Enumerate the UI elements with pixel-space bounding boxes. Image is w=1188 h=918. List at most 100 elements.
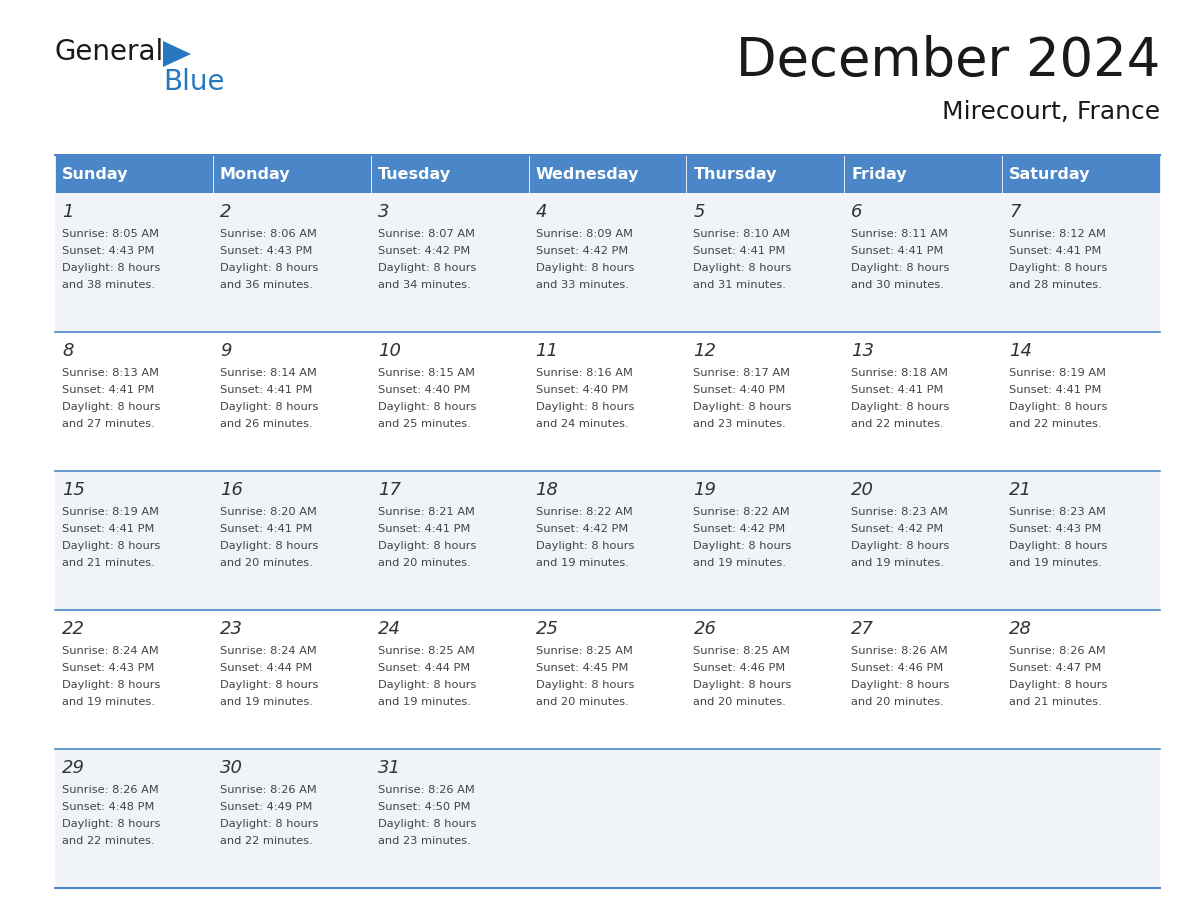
Text: and 20 minutes.: and 20 minutes.	[852, 697, 944, 707]
Text: and 31 minutes.: and 31 minutes.	[694, 280, 786, 290]
Text: Sunrise: 8:26 AM: Sunrise: 8:26 AM	[1009, 646, 1106, 656]
Text: and 28 minutes.: and 28 minutes.	[1009, 280, 1102, 290]
Text: Sunset: 4:42 PM: Sunset: 4:42 PM	[694, 524, 785, 534]
Text: 9: 9	[220, 342, 232, 360]
Text: 20: 20	[852, 481, 874, 499]
Text: Daylight: 8 hours: Daylight: 8 hours	[694, 263, 792, 273]
Text: Daylight: 8 hours: Daylight: 8 hours	[62, 819, 160, 829]
Text: General: General	[55, 38, 164, 66]
Text: Daylight: 8 hours: Daylight: 8 hours	[62, 402, 160, 412]
Text: Daylight: 8 hours: Daylight: 8 hours	[62, 263, 160, 273]
Text: Sunset: 4:43 PM: Sunset: 4:43 PM	[62, 246, 154, 256]
Text: Sunset: 4:40 PM: Sunset: 4:40 PM	[694, 385, 785, 395]
Text: Sunset: 4:41 PM: Sunset: 4:41 PM	[1009, 246, 1101, 256]
Text: Sunrise: 8:19 AM: Sunrise: 8:19 AM	[62, 507, 159, 517]
Text: Sunrise: 8:17 AM: Sunrise: 8:17 AM	[694, 368, 790, 378]
Polygon shape	[163, 41, 191, 67]
Text: 24: 24	[378, 620, 400, 638]
Text: Sunrise: 8:10 AM: Sunrise: 8:10 AM	[694, 229, 790, 239]
Text: and 22 minutes.: and 22 minutes.	[62, 836, 154, 846]
Text: Monday: Monday	[220, 166, 291, 182]
Text: Sunset: 4:41 PM: Sunset: 4:41 PM	[220, 524, 312, 534]
Text: Sunrise: 8:22 AM: Sunrise: 8:22 AM	[694, 507, 790, 517]
Text: and 20 minutes.: and 20 minutes.	[536, 697, 628, 707]
Text: 22: 22	[62, 620, 86, 638]
Text: and 24 minutes.: and 24 minutes.	[536, 419, 628, 429]
Text: Daylight: 8 hours: Daylight: 8 hours	[694, 541, 792, 551]
Bar	[371, 155, 529, 193]
Text: 30: 30	[220, 759, 242, 777]
Text: Sunrise: 8:09 AM: Sunrise: 8:09 AM	[536, 229, 632, 239]
Text: and 22 minutes.: and 22 minutes.	[852, 419, 944, 429]
Text: Daylight: 8 hours: Daylight: 8 hours	[852, 541, 949, 551]
Text: Daylight: 8 hours: Daylight: 8 hours	[220, 263, 318, 273]
Text: 17: 17	[378, 481, 400, 499]
Bar	[1003, 155, 1159, 193]
Text: Sunrise: 8:12 AM: Sunrise: 8:12 AM	[1009, 229, 1106, 239]
Text: and 20 minutes.: and 20 minutes.	[220, 558, 312, 568]
Text: Sunrise: 8:21 AM: Sunrise: 8:21 AM	[378, 507, 474, 517]
Bar	[55, 749, 1159, 888]
Text: Daylight: 8 hours: Daylight: 8 hours	[536, 263, 634, 273]
Text: Sunrise: 8:24 AM: Sunrise: 8:24 AM	[220, 646, 317, 656]
Text: 15: 15	[62, 481, 86, 499]
Text: 14: 14	[1009, 342, 1032, 360]
Text: and 36 minutes.: and 36 minutes.	[220, 280, 312, 290]
Text: 29: 29	[62, 759, 86, 777]
Text: Sunset: 4:45 PM: Sunset: 4:45 PM	[536, 663, 628, 673]
Text: and 21 minutes.: and 21 minutes.	[1009, 697, 1102, 707]
Text: and 19 minutes.: and 19 minutes.	[536, 558, 628, 568]
Text: Sunset: 4:42 PM: Sunset: 4:42 PM	[852, 524, 943, 534]
Text: Daylight: 8 hours: Daylight: 8 hours	[852, 680, 949, 690]
Text: Sunset: 4:43 PM: Sunset: 4:43 PM	[62, 663, 154, 673]
Text: Sunset: 4:41 PM: Sunset: 4:41 PM	[220, 385, 312, 395]
Text: and 22 minutes.: and 22 minutes.	[220, 836, 312, 846]
Text: Sunset: 4:42 PM: Sunset: 4:42 PM	[378, 246, 470, 256]
Text: Sunset: 4:43 PM: Sunset: 4:43 PM	[220, 246, 312, 256]
Text: Daylight: 8 hours: Daylight: 8 hours	[220, 541, 318, 551]
Text: Sunrise: 8:23 AM: Sunrise: 8:23 AM	[852, 507, 948, 517]
Text: and 20 minutes.: and 20 minutes.	[694, 697, 786, 707]
Bar	[55, 193, 1159, 332]
Text: Sunrise: 8:25 AM: Sunrise: 8:25 AM	[536, 646, 632, 656]
Text: Daylight: 8 hours: Daylight: 8 hours	[220, 680, 318, 690]
Text: Friday: Friday	[852, 166, 906, 182]
Text: Daylight: 8 hours: Daylight: 8 hours	[220, 819, 318, 829]
Text: and 34 minutes.: and 34 minutes.	[378, 280, 470, 290]
Text: Daylight: 8 hours: Daylight: 8 hours	[378, 819, 476, 829]
Text: and 27 minutes.: and 27 minutes.	[62, 419, 154, 429]
Text: Daylight: 8 hours: Daylight: 8 hours	[378, 680, 476, 690]
Text: Sunset: 4:41 PM: Sunset: 4:41 PM	[1009, 385, 1101, 395]
Text: Sunrise: 8:07 AM: Sunrise: 8:07 AM	[378, 229, 475, 239]
Text: Sunset: 4:46 PM: Sunset: 4:46 PM	[694, 663, 785, 673]
Text: and 22 minutes.: and 22 minutes.	[1009, 419, 1101, 429]
Text: 31: 31	[378, 759, 400, 777]
Text: 8: 8	[62, 342, 74, 360]
Text: and 19 minutes.: and 19 minutes.	[852, 558, 944, 568]
Text: 25: 25	[536, 620, 558, 638]
Bar	[55, 332, 1159, 471]
Text: Daylight: 8 hours: Daylight: 8 hours	[536, 541, 634, 551]
Text: and 19 minutes.: and 19 minutes.	[694, 558, 786, 568]
Text: Sunset: 4:40 PM: Sunset: 4:40 PM	[378, 385, 470, 395]
Text: 1: 1	[62, 203, 74, 221]
Text: Sunrise: 8:25 AM: Sunrise: 8:25 AM	[378, 646, 474, 656]
Text: Daylight: 8 hours: Daylight: 8 hours	[536, 402, 634, 412]
Text: Sunrise: 8:19 AM: Sunrise: 8:19 AM	[1009, 368, 1106, 378]
Text: Sunset: 4:41 PM: Sunset: 4:41 PM	[852, 385, 943, 395]
Text: Daylight: 8 hours: Daylight: 8 hours	[62, 541, 160, 551]
Text: Sunrise: 8:14 AM: Sunrise: 8:14 AM	[220, 368, 317, 378]
Text: Sunday: Sunday	[62, 166, 128, 182]
Text: 19: 19	[694, 481, 716, 499]
Text: and 19 minutes.: and 19 minutes.	[378, 697, 470, 707]
Bar	[55, 471, 1159, 610]
Text: Blue: Blue	[163, 68, 225, 96]
Text: 12: 12	[694, 342, 716, 360]
Text: Sunset: 4:41 PM: Sunset: 4:41 PM	[62, 385, 154, 395]
Text: 2: 2	[220, 203, 232, 221]
Text: and 38 minutes.: and 38 minutes.	[62, 280, 154, 290]
Text: Daylight: 8 hours: Daylight: 8 hours	[220, 402, 318, 412]
Text: Daylight: 8 hours: Daylight: 8 hours	[1009, 541, 1107, 551]
Text: and 20 minutes.: and 20 minutes.	[378, 558, 470, 568]
Text: Sunset: 4:41 PM: Sunset: 4:41 PM	[62, 524, 154, 534]
